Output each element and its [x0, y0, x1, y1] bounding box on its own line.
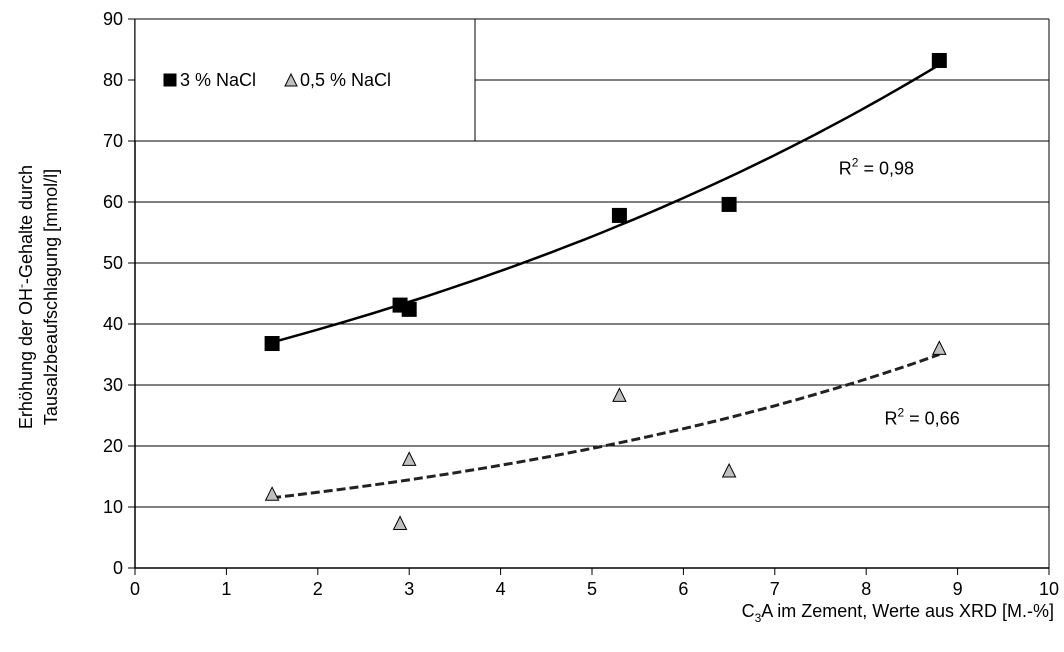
x-tick-label: 4 — [496, 579, 506, 599]
y-tick-label: 10 — [103, 497, 123, 517]
data-point-triangle — [612, 387, 627, 402]
y-tick-label: 70 — [103, 131, 123, 151]
data-point-square — [401, 301, 417, 317]
x-tick-label: 6 — [678, 579, 688, 599]
legend-marker-3-percent — [163, 73, 177, 87]
y-tick-label: 40 — [103, 314, 123, 334]
x-tick-label: 5 — [587, 579, 597, 599]
trendline — [271, 63, 940, 344]
data-point-triangle — [932, 340, 947, 355]
y-tick-label: 60 — [103, 192, 123, 212]
y-tick-label: 20 — [103, 436, 123, 456]
r-squared-label: R2 = 0,66 — [884, 406, 959, 429]
data-point-square — [931, 52, 947, 68]
legend-label-3-percent: 3 % NaCl — [180, 70, 256, 90]
y-tick-label: 30 — [103, 375, 123, 395]
y-tick-label: 50 — [103, 253, 123, 273]
legend-label-0-5-percent: 0,5 % NaCl — [300, 70, 391, 90]
data-point-triangle — [264, 486, 280, 501]
legend-box — [134, 18, 476, 142]
x-tick-label: 7 — [770, 579, 780, 599]
y-tick-label: 80 — [103, 70, 123, 90]
x-tick-label: 3 — [404, 579, 414, 599]
x-tick-label: 0 — [130, 579, 140, 599]
y-axis-label-line2: Tausalzbeaufschlagung [mmol/l] — [41, 169, 61, 425]
data-point-triangle — [721, 462, 737, 478]
data-point-square — [611, 207, 627, 223]
y-axis-label: Erhöhung der OH--Gehalte durch Tausalzbe… — [14, 165, 61, 429]
y-tick-label: 0 — [113, 558, 123, 578]
trendline — [271, 353, 940, 500]
annotations: R2 = 0,98 R2 = 0,66 — [839, 156, 960, 429]
x-tick-label: 8 — [861, 579, 871, 599]
legend: 3 % NaCl 0,5 % NaCl — [134, 18, 476, 142]
x-tick-label: 2 — [313, 579, 323, 599]
legend-marker-0-5-percent — [284, 72, 298, 87]
x-tick-label: 10 — [1039, 579, 1059, 599]
trendlines — [271, 63, 940, 500]
tick-labels: 0 10 20 30 40 50 60 70 80 90 0 1 2 3 4 5 6 7 8 9 10 — [103, 9, 1059, 599]
x-tick-label: 1 — [221, 579, 231, 599]
y-axis-label-line1: Erhöhung der OH--Gehalte durch — [14, 165, 36, 429]
data-point-triangle — [392, 515, 408, 530]
x-axis-label: C3A im Zement, Werte aus XRD [M.-%] — [742, 601, 1054, 625]
y-tick-label: 90 — [103, 9, 123, 29]
r-squared-label: R2 = 0,98 — [839, 156, 914, 179]
data-points — [264, 52, 947, 530]
data-point-square — [264, 336, 280, 352]
data-point-square — [721, 196, 737, 212]
data-point-triangle — [401, 451, 417, 466]
x-tick-label: 9 — [953, 579, 963, 599]
